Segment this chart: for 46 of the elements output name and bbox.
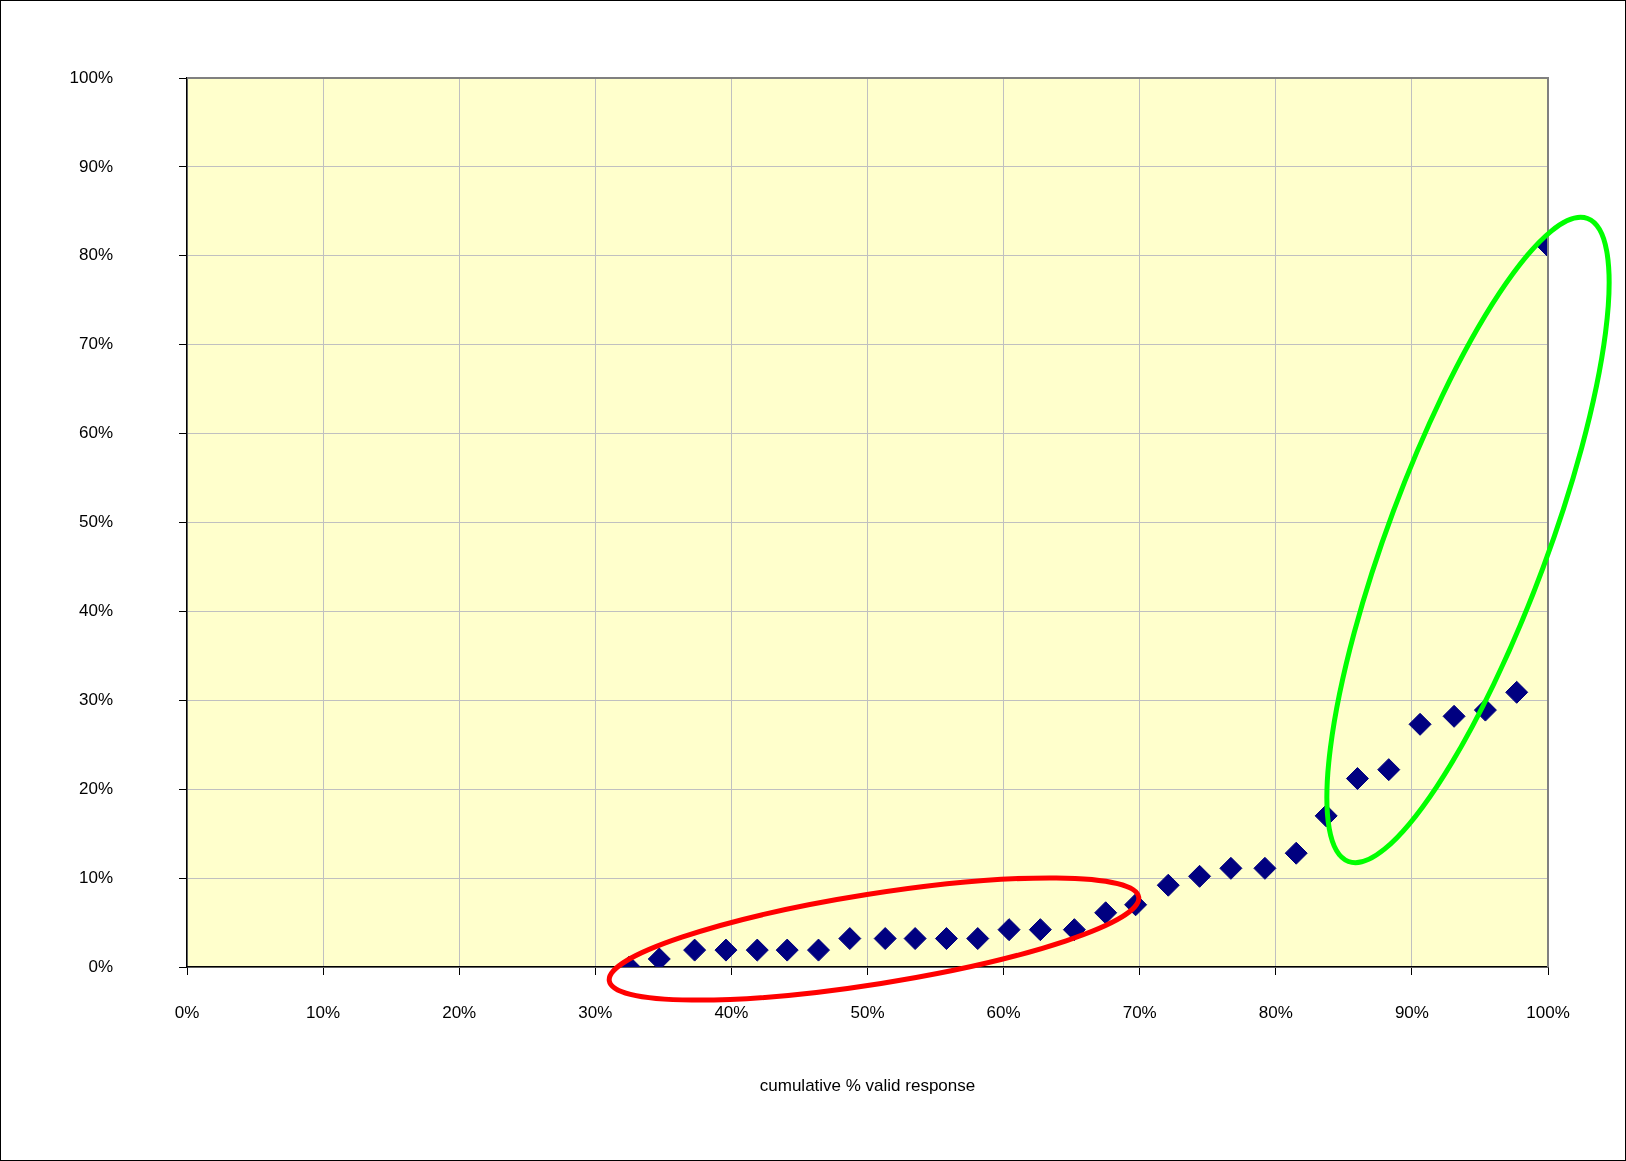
x-tick-label: 90% bbox=[1394, 1002, 1429, 1022]
point bbox=[1094, 901, 1118, 925]
point bbox=[1345, 767, 1369, 791]
x-tick-label: 30% bbox=[578, 1002, 613, 1022]
x-tick-label: 10% bbox=[306, 1002, 341, 1022]
x-tick-label: 0% bbox=[174, 1002, 200, 1022]
point bbox=[1156, 873, 1180, 897]
x-tick-label: 20% bbox=[442, 1002, 477, 1022]
point bbox=[745, 938, 769, 962]
point bbox=[934, 927, 958, 951]
point bbox=[903, 927, 927, 951]
point bbox=[1377, 758, 1401, 782]
x-tick-label: 50% bbox=[850, 1002, 885, 1022]
point bbox=[838, 927, 862, 951]
point bbox=[997, 918, 1021, 942]
y-tick-label: 100% bbox=[69, 67, 113, 87]
point bbox=[807, 938, 830, 962]
point bbox=[683, 938, 707, 962]
y-tick-label: 50% bbox=[78, 512, 113, 532]
x-axis-title: cumulative % valid response bbox=[759, 1076, 976, 1096]
x-tick-label: 70% bbox=[1122, 1002, 1157, 1022]
point bbox=[873, 927, 897, 951]
y-tick-label: 0% bbox=[88, 956, 113, 976]
point bbox=[714, 938, 738, 962]
y-tick-label: 60% bbox=[78, 423, 113, 443]
y-tick-label: 80% bbox=[78, 245, 113, 265]
x-tick-label: 40% bbox=[714, 1002, 749, 1022]
point bbox=[1442, 704, 1466, 728]
point bbox=[1028, 918, 1052, 942]
x-tick-label: 80% bbox=[1258, 1002, 1293, 1022]
y-tick-label: 70% bbox=[78, 334, 113, 354]
point bbox=[1188, 864, 1212, 888]
x-tick-label: 60% bbox=[986, 1002, 1021, 1022]
point bbox=[1408, 712, 1432, 736]
point bbox=[775, 938, 799, 962]
point bbox=[1219, 856, 1243, 880]
point bbox=[1284, 841, 1308, 865]
y-tick-label: 30% bbox=[78, 689, 113, 709]
y-tick-label: 40% bbox=[78, 601, 113, 621]
y-tick-label: 90% bbox=[78, 156, 113, 176]
x-tick-label: 100% bbox=[1526, 1002, 1570, 1022]
point bbox=[966, 927, 990, 951]
point bbox=[1253, 856, 1277, 880]
y-tick-label: 20% bbox=[78, 778, 113, 798]
y-tick-label: 10% bbox=[78, 867, 113, 887]
point bbox=[1505, 680, 1529, 704]
